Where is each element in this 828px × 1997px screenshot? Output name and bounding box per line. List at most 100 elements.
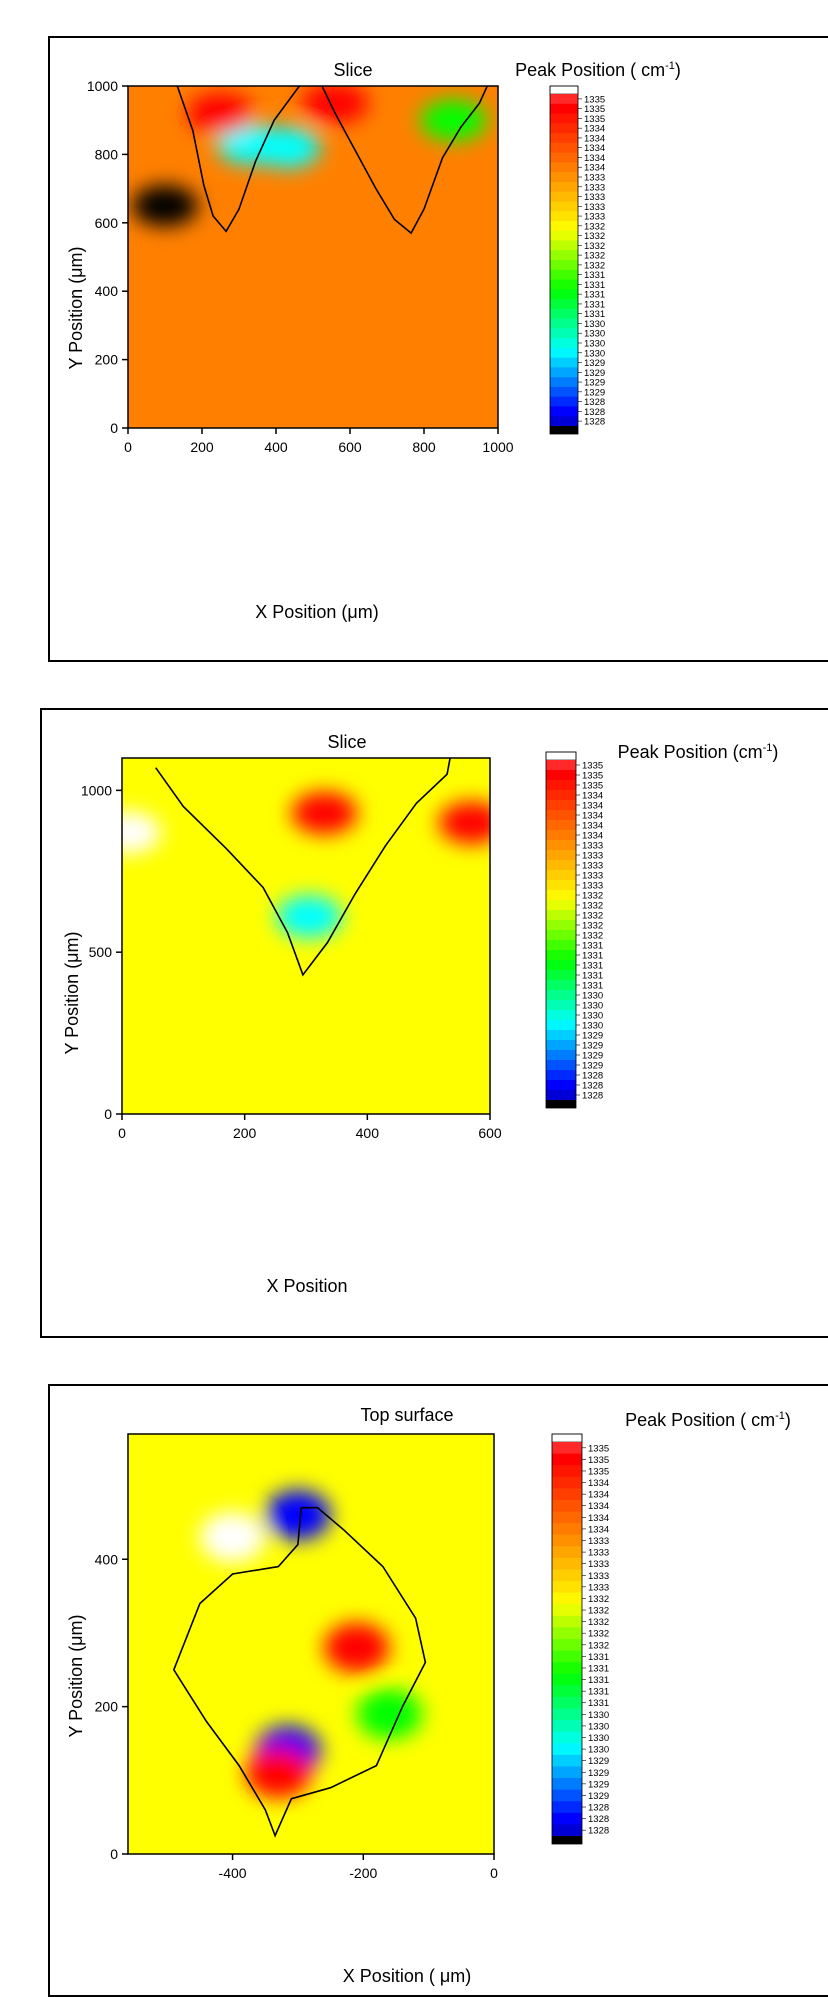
colorbar-swatch [550, 133, 578, 144]
colorbar-swatch [550, 328, 578, 339]
colorbar-swatch [550, 357, 578, 369]
colorbar-tick-label: 1334 [582, 801, 603, 812]
colorbar-swatch [546, 940, 576, 951]
colorbar-tick-label: 1328 [584, 397, 605, 408]
heatmap-area [128, 1434, 494, 1854]
colorbar-swatch [546, 800, 576, 811]
y-tick-label: 800 [95, 146, 119, 162]
colorbar-swatch [552, 1569, 582, 1582]
colorbar-tick-label: 1331 [582, 941, 603, 952]
x-tick-label: 200 [233, 1125, 257, 1141]
chart-panel-top-surface: Top surface X Position ( μm) Y Position … [48, 1384, 828, 1997]
colorbar-swatch [552, 1696, 582, 1710]
y-tick-label: 0 [110, 1846, 118, 1862]
colorbar-swatch [552, 1743, 582, 1756]
colorbar-tick-label: 1334 [588, 1490, 609, 1501]
colorbar-tick-label: 1330 [582, 1011, 603, 1022]
colorbar-tick-label: 1331 [584, 270, 605, 281]
colorbar-tick-label: 1334 [582, 821, 603, 832]
colorbar-swatch [552, 1476, 582, 1489]
colorbar-tick-label: 1331 [588, 1663, 609, 1674]
colorbar-swatch [546, 830, 576, 841]
colorbar-swatch [546, 1010, 576, 1021]
colorbar-swatch [550, 338, 578, 349]
colorbar-tick-label: 1334 [584, 143, 605, 154]
colorbar-tick-label: 1332 [588, 1594, 609, 1605]
colorbar-title-close: ) [785, 1410, 791, 1430]
heatmap-region [291, 791, 358, 835]
chart-title: Slice [333, 60, 372, 80]
heatmap-region [187, 92, 254, 134]
colorbar-tick-label: 1330 [584, 339, 605, 350]
heatmap-chart: Slice X Position Y Position (μm) Peak Po… [62, 732, 778, 1296]
colorbar-tick-label: 1334 [588, 1478, 609, 1489]
heatmap-region [253, 127, 321, 169]
colorbar-tick-label: 1328 [582, 1071, 603, 1082]
colorbar-tick-label: 1332 [582, 901, 603, 912]
colorbar-swatch [550, 386, 578, 398]
colorbar-tick-label: 1335 [588, 1443, 609, 1454]
colorbar-tick-label: 1331 [588, 1698, 609, 1709]
colorbar-swatch [550, 308, 578, 320]
colorbar-swatch [550, 230, 578, 242]
heatmap-region [438, 801, 490, 845]
colorbar-overflow-swatch [549, 85, 579, 95]
colorbar-swatch [552, 1650, 582, 1663]
colorbar-tick-label: 1330 [582, 991, 603, 1002]
colorbar-swatch [552, 1534, 582, 1547]
colorbar-swatch [546, 1080, 576, 1091]
colorbar-tick-label: 1330 [584, 348, 605, 359]
colorbar-tick-label: 1333 [584, 212, 605, 223]
colorbar-tick-label: 1332 [582, 921, 603, 932]
colorbar-swatch [552, 1639, 582, 1652]
heatmap-region [356, 1688, 423, 1740]
colorbar-tick-label: 1334 [582, 791, 603, 802]
colorbar-swatch [546, 920, 576, 931]
colorbar-tick-label: 1331 [582, 961, 603, 972]
y-axis-label: Y Position (μm) [66, 246, 86, 369]
colorbar-swatch [550, 318, 578, 329]
heatmap-chart: Top surface X Position ( μm) Y Position … [66, 1405, 791, 1986]
colorbar-underflow-swatch [546, 1100, 576, 1108]
colorbar-title-sup: -1 [775, 1410, 785, 1422]
colorbar-swatch [546, 970, 576, 981]
colorbar-tick-label: 1331 [582, 971, 603, 982]
colorbar-swatch [546, 1050, 576, 1061]
x-tick-label: 600 [478, 1125, 502, 1141]
y-tick-label: 200 [95, 1699, 119, 1715]
colorbar-tick-label: 1334 [584, 124, 605, 135]
colorbar-swatch [550, 152, 578, 163]
colorbar-swatch [546, 960, 576, 971]
colorbar-tick-label: 1332 [584, 231, 605, 242]
colorbar-tick-label: 1335 [584, 94, 605, 105]
x-axis-label: X Position (μm) [255, 602, 378, 622]
colorbar-swatch [550, 172, 578, 183]
colorbar-tick-label: 1328 [584, 407, 605, 418]
colorbar-swatch [552, 1824, 582, 1837]
heatmap-region [199, 1511, 266, 1563]
colorbar-tick-label: 1329 [582, 1061, 603, 1072]
colorbar-tick-label: 1335 [588, 1466, 609, 1477]
colorbar-tick-label: 1332 [584, 221, 605, 232]
heatmap-region [131, 185, 199, 227]
colorbar-frame [549, 85, 579, 435]
colorbar-tick-label: 1332 [584, 260, 605, 271]
colorbar-swatch [552, 1511, 582, 1524]
heatmap-region [323, 1622, 390, 1673]
colorbar-swatch [552, 1754, 582, 1768]
colorbar-swatch [546, 1040, 576, 1051]
colorbar-tick-label: 1333 [582, 841, 603, 852]
colorbar-title-close: ) [675, 60, 681, 80]
colorbar-tick-label: 1335 [584, 114, 605, 125]
colorbar-tick-label: 1334 [582, 831, 603, 842]
colorbar-tick-label: 1333 [588, 1548, 609, 1559]
chart-title: Top surface [360, 1405, 453, 1425]
heatmap-region [275, 895, 343, 938]
colorbar-tick-label: 1328 [588, 1803, 609, 1814]
colorbar-tick-label: 1332 [588, 1606, 609, 1617]
colorbar-swatch [550, 191, 578, 203]
colorbar-swatch [546, 1070, 576, 1081]
colorbar-swatch [546, 900, 576, 911]
x-tick-label: 400 [356, 1125, 380, 1141]
colorbar-swatch [550, 220, 578, 232]
